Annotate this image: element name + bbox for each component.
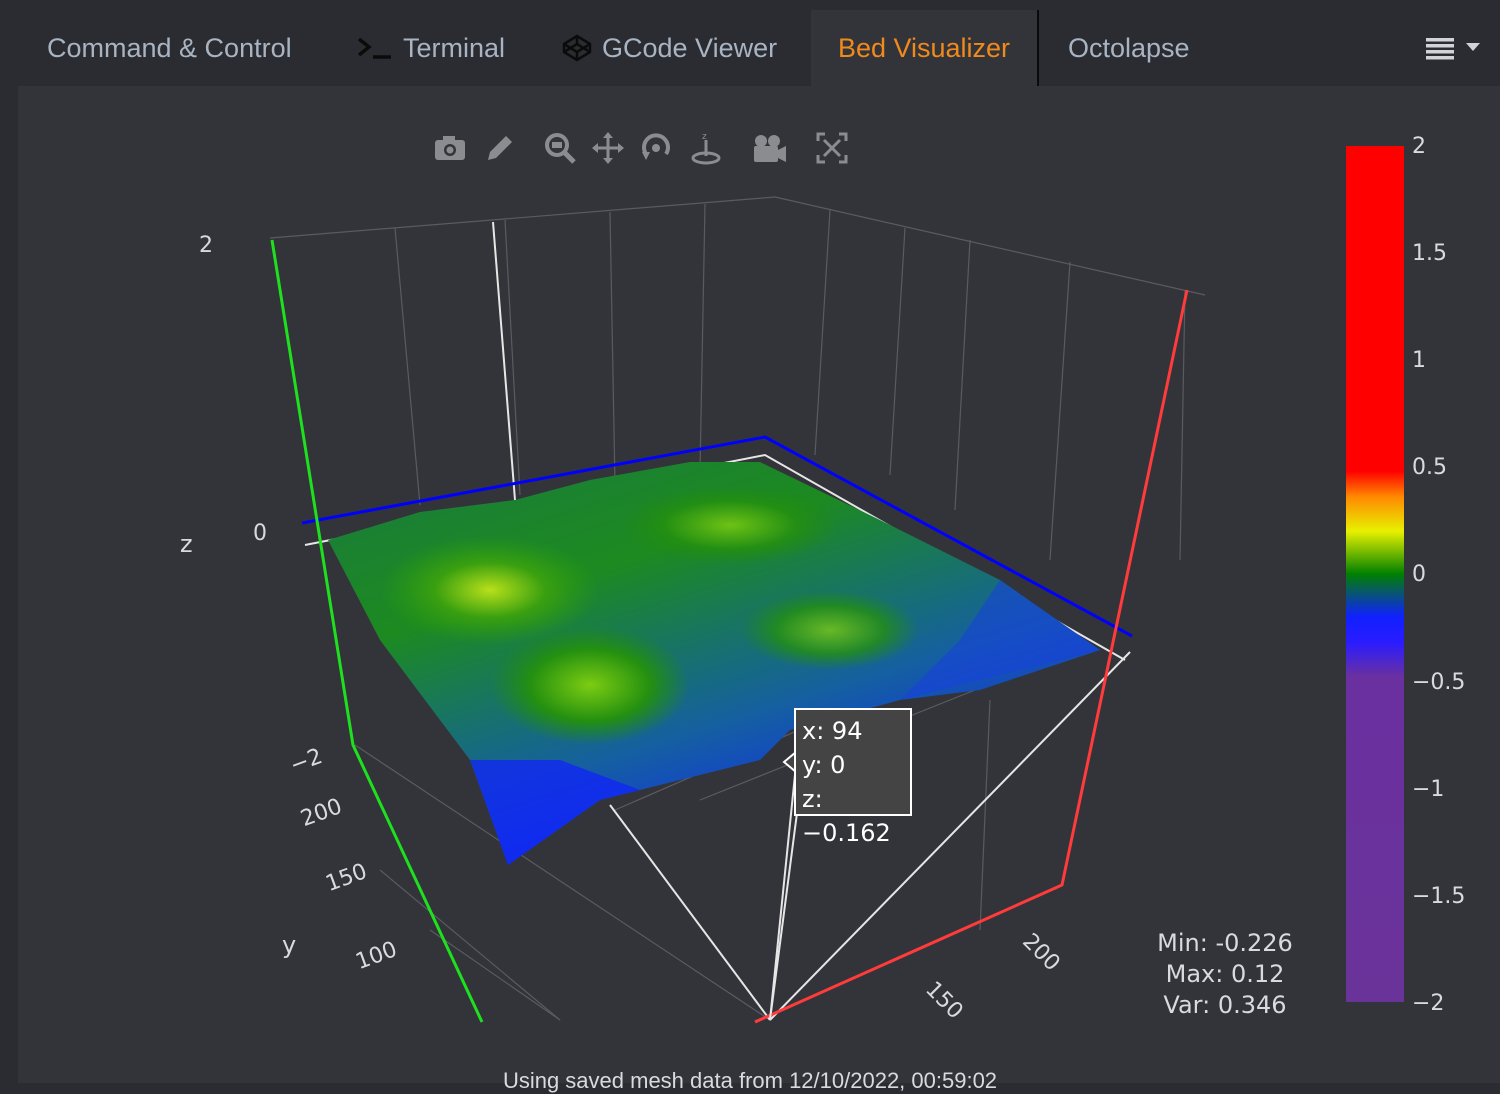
zoom-button[interactable] bbox=[542, 130, 578, 166]
tab-bed-visualizer[interactable]: Bed Visualizer bbox=[811, 10, 1039, 86]
turntable-rotation-icon: z bbox=[691, 132, 721, 165]
hover-y: y: 0 bbox=[802, 751, 846, 779]
tab-octolapse[interactable]: Octolapse bbox=[1068, 10, 1190, 86]
stat-min: Min: -0.226 bbox=[1157, 929, 1293, 957]
colorbar-tick: 0.5 bbox=[1412, 455, 1447, 480]
colorbar-ticks: 2 1.5 1 0.5 0 −0.5 −1 −1.5 −2 bbox=[1412, 134, 1465, 1016]
mesh-stats: Min: -0.226 Max: 0.12 Var: 0.346 bbox=[1130, 928, 1320, 1021]
tab-label: GCode Viewer bbox=[602, 32, 778, 63]
colorbar-tick: −1.5 bbox=[1412, 884, 1465, 909]
x-tick-200: 200 bbox=[1017, 929, 1064, 976]
mesh-surface[interactable] bbox=[328, 462, 1100, 865]
colorbar-tick: 1.5 bbox=[1412, 241, 1447, 266]
y-tick-150: 150 bbox=[322, 859, 370, 897]
hover-spike-line bbox=[769, 764, 797, 1021]
y-axis-line bbox=[270, 239, 484, 1023]
colorbar-tick: −1 bbox=[1412, 777, 1444, 802]
zero-plane-outline bbox=[301, 435, 1133, 638]
terminal-icon bbox=[357, 37, 391, 59]
orbit-rotation-button[interactable] bbox=[638, 130, 674, 166]
colorbar-tick: −0.5 bbox=[1412, 670, 1465, 695]
grid-lines bbox=[269, 196, 1206, 1021]
autoscale-button[interactable] bbox=[814, 130, 850, 166]
z-tick-2: 2 bbox=[199, 233, 213, 258]
colorbar-tick: 2 bbox=[1412, 134, 1426, 159]
z-tick-0: 0 bbox=[253, 521, 267, 546]
colorbar bbox=[1346, 146, 1404, 1002]
tab-label: Bed Visualizer bbox=[837, 32, 1011, 63]
pan-button[interactable] bbox=[590, 130, 626, 166]
orbit-rotation-icon bbox=[642, 133, 670, 160]
edit-button[interactable] bbox=[480, 130, 516, 166]
zoom-icon bbox=[545, 133, 576, 164]
autoscale-icon bbox=[816, 132, 848, 164]
tabs-menu-button[interactable] bbox=[1420, 28, 1490, 68]
tab-terminal[interactable]: Terminal bbox=[357, 10, 505, 86]
svg-text:z: z bbox=[702, 132, 707, 142]
tab-command-control[interactable]: Command & Control bbox=[47, 10, 292, 86]
hamburger-dropdown-icon bbox=[1426, 38, 1480, 60]
mesh-data-source-note: Using saved mesh data from 12/10/2022, 0… bbox=[502, 1068, 998, 1093]
pan-icon bbox=[592, 132, 624, 164]
tab-label: Octolapse bbox=[1068, 32, 1190, 63]
y-tick-200: 200 bbox=[297, 794, 345, 832]
y-axis-title: y bbox=[282, 931, 296, 959]
camera-icon bbox=[435, 136, 465, 160]
stat-max: Max: 0.12 bbox=[1165, 960, 1285, 988]
y-tick-100: 100 bbox=[352, 937, 400, 975]
reset-camera-button[interactable] bbox=[750, 130, 786, 166]
x-tick-150: 150 bbox=[920, 977, 967, 1024]
hover-z: z: −0.162 bbox=[802, 785, 891, 847]
stat-var: Var: 0.346 bbox=[1163, 991, 1287, 1019]
x-axis-line bbox=[754, 289, 1189, 1024]
hover-tooltip: x: 94 y: 0 z: −0.162 bbox=[794, 708, 912, 847]
hover-x: x: 94 bbox=[802, 717, 863, 745]
colorbar-tick: 0 bbox=[1412, 562, 1426, 587]
colorbar-tick: 1 bbox=[1412, 348, 1426, 373]
pencil-icon bbox=[488, 136, 512, 160]
tab-gcode-viewer[interactable]: GCode Viewer bbox=[562, 10, 777, 86]
z-tick-neg2: −2 bbox=[287, 744, 326, 779]
reset-camera-icon bbox=[754, 135, 786, 162]
tab-bar: Command & Control Terminal GCode Viewer … bbox=[0, 0, 1500, 86]
download-png-button[interactable] bbox=[432, 130, 468, 166]
colorbar-tick: −2 bbox=[1412, 991, 1444, 1016]
turntable-rotation-button[interactable]: z bbox=[688, 130, 724, 166]
tab-label: Command & Control bbox=[47, 32, 292, 63]
z-axis-title: z bbox=[180, 530, 193, 558]
tab-label: Terminal bbox=[403, 32, 506, 63]
codepen-icon bbox=[562, 34, 592, 62]
z-axis-back-line bbox=[492, 221, 516, 501]
